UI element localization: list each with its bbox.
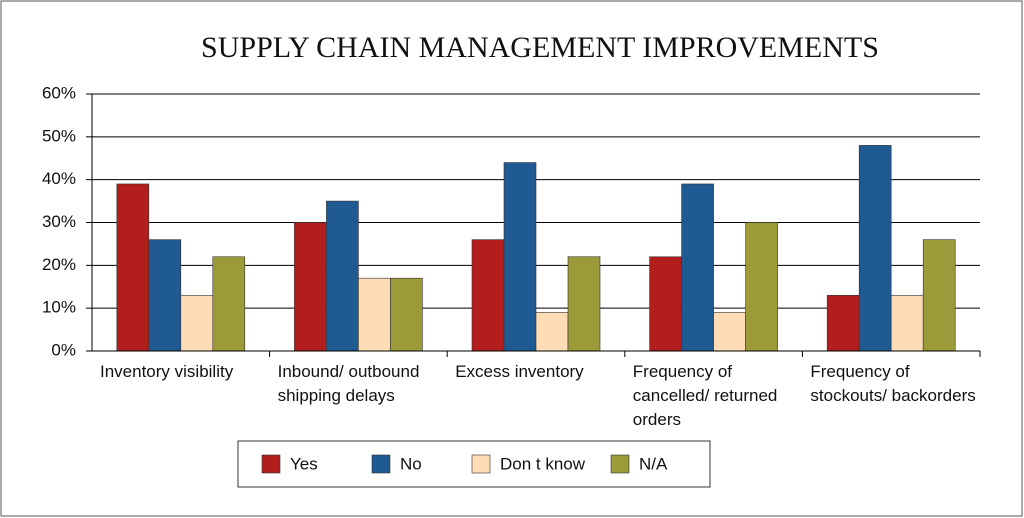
legend-swatch — [371, 454, 391, 474]
x-tick-label: Inbound/ outbound shipping delays — [277, 362, 420, 405]
bar — [858, 145, 892, 352]
x-tick-label: Inventory visibility — [100, 362, 234, 381]
legend-label: No — [400, 454, 422, 473]
bar — [471, 239, 505, 352]
bar — [713, 312, 746, 352]
bar — [649, 256, 682, 352]
bar — [890, 295, 924, 352]
x-tick-label: Frequency of stockouts/ backorders — [810, 362, 976, 405]
bar — [390, 277, 423, 352]
bar — [294, 222, 327, 352]
y-tick-label: 20% — [42, 255, 76, 274]
legend-swatch — [610, 454, 630, 474]
bar — [922, 239, 956, 352]
legend-label: Yes — [290, 454, 318, 473]
y-tick-label: 50% — [42, 126, 76, 145]
y-tick-label: 60% — [42, 83, 76, 102]
bar — [826, 295, 860, 352]
bar — [535, 312, 569, 352]
x-tick-label: Frequency of cancelled/ returned orders — [632, 362, 778, 429]
legend-label: N/A — [639, 454, 668, 473]
x-tick-label: Excess inventory — [455, 362, 584, 381]
y-tick-label: 30% — [42, 212, 76, 231]
y-tick-label: 10% — [42, 298, 76, 317]
legend-label: Don t know — [500, 454, 586, 473]
bar — [180, 295, 214, 352]
y-tick-label: 0% — [51, 340, 76, 359]
bar — [681, 183, 714, 352]
y-tick-label: 40% — [42, 169, 76, 188]
bar — [116, 183, 150, 352]
bar — [326, 200, 359, 352]
bar — [212, 256, 246, 352]
bar — [503, 162, 537, 352]
bar — [567, 256, 601, 352]
legend-swatch — [261, 454, 281, 474]
legend-swatch — [471, 454, 491, 474]
bar — [745, 222, 778, 352]
bar — [358, 277, 391, 352]
bar — [148, 239, 182, 352]
chart-title: SUPPLY CHAIN MANAGEMENT IMPROVEMENTS — [201, 31, 879, 64]
